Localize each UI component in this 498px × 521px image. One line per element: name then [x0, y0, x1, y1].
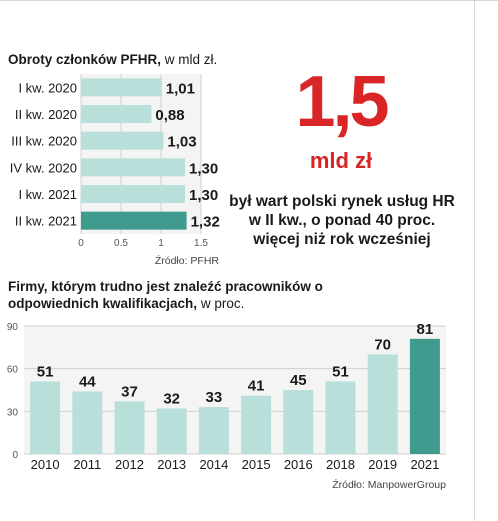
chart2-source: Źródło: ManpowerGroup: [332, 478, 446, 491]
chart2-title-block: Firmy, którym trudno jest znaleźć pracow…: [8, 279, 408, 312]
chart2-bar: [283, 390, 314, 454]
chart2-category-label: 2016: [284, 457, 313, 472]
chart2-category-label: 2011: [73, 457, 101, 472]
chart1-value-label: 1,30: [189, 160, 218, 177]
chart2-category-label: 2010: [31, 457, 60, 472]
chart1-value-label: 0,88: [155, 107, 184, 124]
chart2-value-label: 70: [374, 336, 391, 353]
top-rule: [0, 0, 498, 1]
chart2-value-label: 41: [248, 378, 265, 395]
chart2-title: Firmy, którym trudno jest znaleźć pracow…: [8, 279, 323, 311]
highlight-unit: mld zł: [309, 148, 373, 173]
chart1-x-tick-label: 0.5: [114, 238, 128, 249]
chart2-bar: [198, 407, 229, 454]
chart2-bar: [114, 401, 145, 454]
right-rule: [474, 0, 475, 521]
chart2-value-label: 33: [206, 389, 223, 406]
chart1-value-label: 1,01: [166, 80, 195, 97]
chart2-category-label: 2018: [326, 457, 355, 472]
chart2-bar: [409, 338, 440, 454]
chart2-category-label: 2021: [410, 457, 439, 472]
chart2-value-label: 51: [37, 363, 54, 380]
chart2-value-label: 44: [79, 373, 96, 390]
chart1-source: Źródło: PFHR: [155, 254, 220, 267]
chart2-value-label: 32: [163, 390, 180, 407]
chart2-value-label: 51: [332, 363, 349, 380]
chart2-y-tick-label: 90: [7, 322, 19, 333]
chart1-category-label: I kw. 2021: [18, 187, 77, 202]
chart1-subtitle: w mld zł.: [164, 52, 218, 67]
chart2-bar: [241, 395, 272, 454]
chart2-y-tick-label: 30: [7, 407, 19, 418]
chart1-plot-area: [81, 74, 201, 234]
chart2-subtitle: w proc.: [200, 295, 245, 311]
chart1-category-label: II kw. 2021: [15, 214, 77, 229]
chart1-bar: [81, 185, 185, 203]
chart1-bar: [81, 211, 187, 230]
chart1-title: Obroty członków PFHR,: [8, 52, 162, 67]
chart2-category-label: 2013: [157, 457, 186, 472]
chart1-bar: [81, 158, 185, 177]
chart2-category-label: 2014: [199, 457, 228, 472]
highlight-description: był wart polski rynek usług HR w II kw.,…: [229, 193, 455, 248]
chart1-category-label: III kw. 2020: [11, 134, 77, 149]
chart2-category-label: 2015: [242, 457, 271, 472]
chart2-bar: [156, 408, 187, 454]
chart1-value-label: 1,32: [191, 214, 220, 231]
chart2-category-label: 2019: [368, 457, 397, 472]
chart2-bar: [30, 381, 61, 454]
chart2-bar: [72, 391, 103, 454]
chart1-title-block: Obroty członków PFHR, w mld zł.: [8, 52, 217, 67]
chart2-value-label: 45: [290, 372, 307, 389]
chart2-y-tick-label: 60: [7, 365, 19, 376]
highlight-value: 1,5: [295, 62, 389, 142]
chart1-bar: [81, 131, 164, 150]
chart1-x-tick-label: 1: [158, 238, 164, 249]
chart2-category-label: 2012: [115, 457, 144, 472]
chart1-bar: [81, 78, 162, 97]
chart1-category-label: IV kw. 2020: [10, 160, 77, 175]
chart1-x-tick-label: 1.5: [194, 238, 208, 249]
chart2-y-tick-label: 0: [12, 450, 18, 461]
chart2-value-label: 81: [417, 321, 434, 338]
chart1-value-label: 1,03: [167, 134, 196, 151]
chart2-value-label: 37: [121, 383, 138, 400]
chart1-bar: [81, 105, 152, 123]
chart1-x-tick-label: 0: [78, 238, 84, 249]
chart1-category-label: II kw. 2020: [15, 107, 77, 122]
chart2-bar: [325, 381, 356, 454]
chart2-bar: [367, 354, 398, 454]
chart1-category-label: I kw. 2020: [18, 80, 77, 95]
chart1-value-label: 1,30: [189, 187, 218, 204]
